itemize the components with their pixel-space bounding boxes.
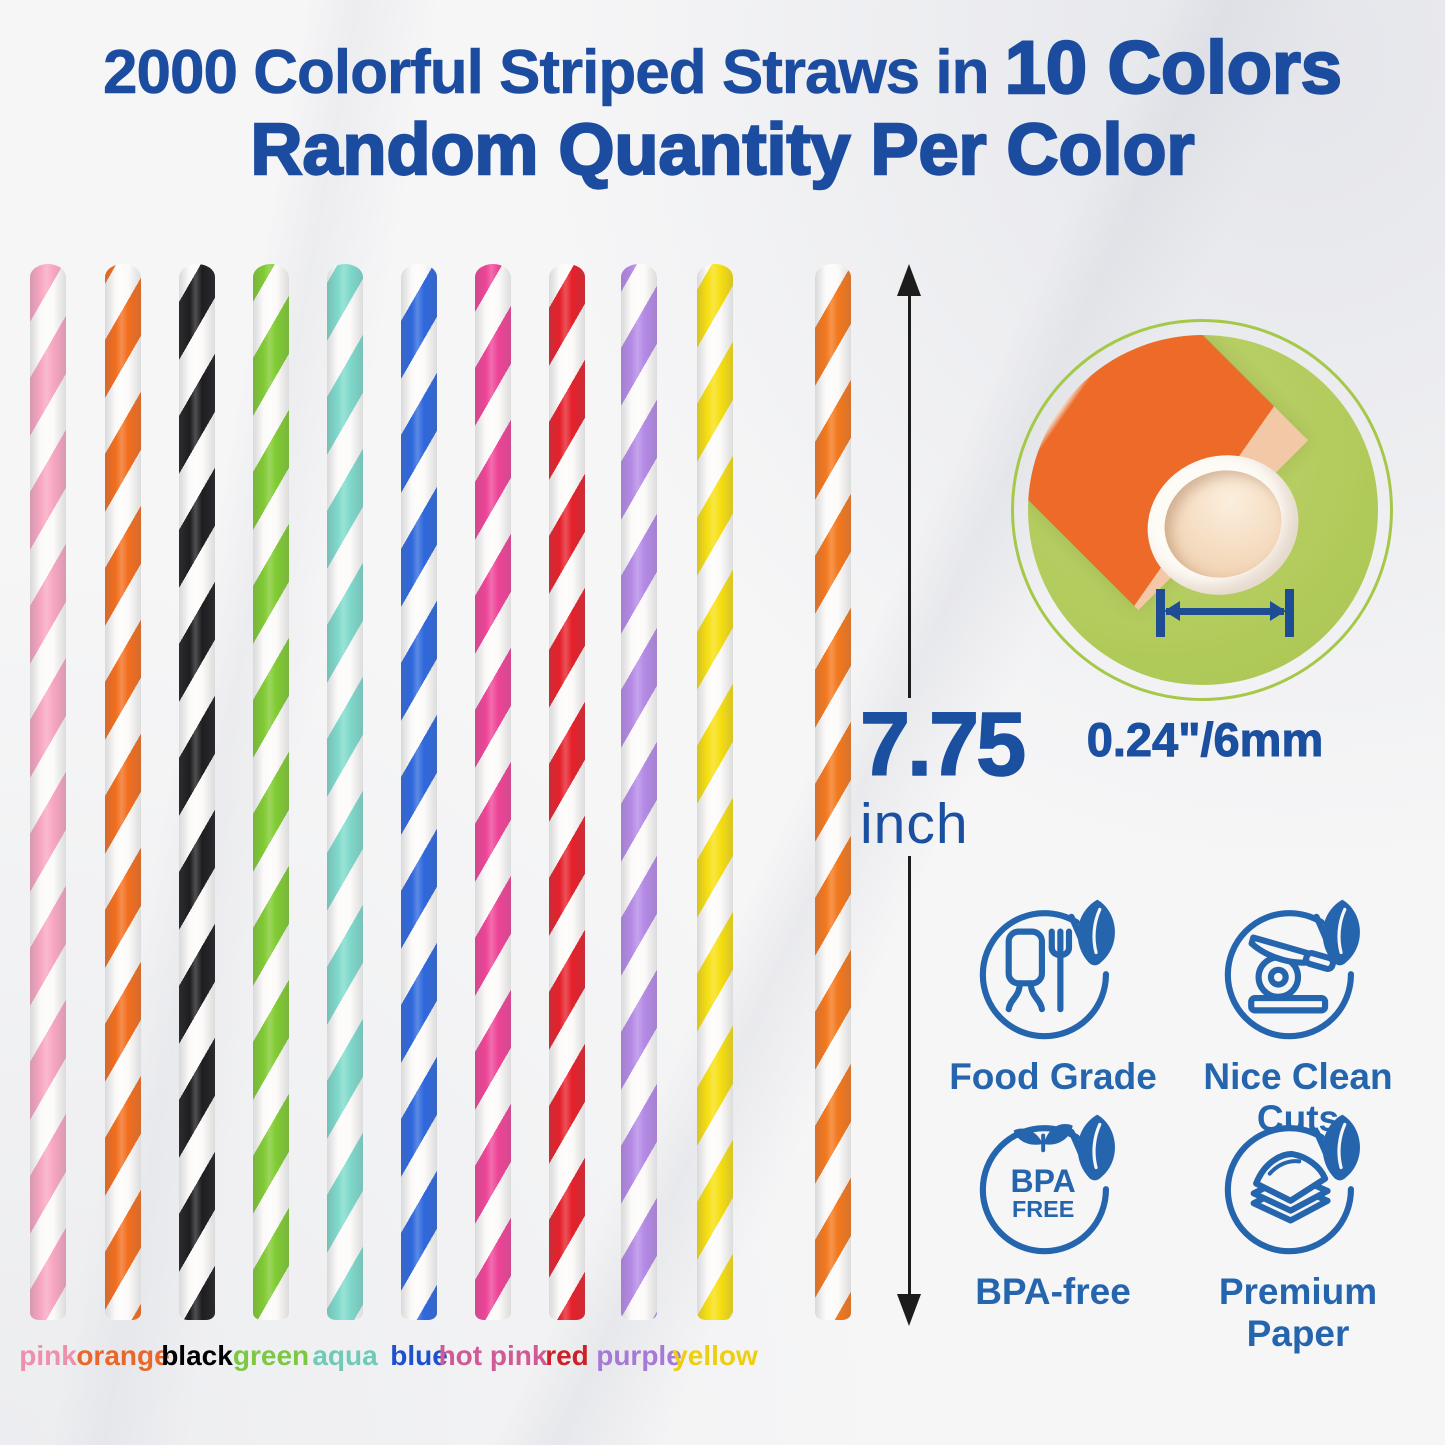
straw-aqua (327, 264, 363, 1320)
inset-outline-ring (1011, 319, 1393, 701)
svg-text:BPA: BPA (1011, 1163, 1076, 1199)
title-line1-prefix: 2000 Colorful Striped Straws in (103, 38, 1005, 107)
straw-green (253, 264, 289, 1320)
feature-label: Premium Paper (1218, 1271, 1378, 1354)
straw-purple (621, 264, 657, 1320)
feature-bpa-free: BPA FREE BPA-free (923, 1106, 1183, 1313)
length-arrow-line-top (908, 292, 911, 698)
color-label-pink: pink (19, 1340, 77, 1371)
clean-cuts-icon (1224, 899, 1360, 1040)
straw-hot-pink (475, 264, 511, 1320)
feature-nice-clean-cuts: Nice Clean Cuts (1168, 891, 1428, 1140)
straw-orange (105, 264, 141, 1320)
diameter-measure-line (1166, 608, 1284, 615)
food-grade-icon (979, 899, 1115, 1040)
feature-label: BPA-free (975, 1271, 1131, 1312)
feature-label: Nice Clean Cuts (1203, 1056, 1393, 1139)
color-label-purple: purple (596, 1340, 682, 1371)
feature-premium-paper: Premium Paper (1168, 1106, 1428, 1355)
diameter-arrow-right-icon (1270, 601, 1286, 621)
title-line1: 2000 Colorful Striped Straws in 10 Color… (0, 28, 1445, 107)
straw-pink (30, 264, 66, 1320)
length-arrow-line-bottom (908, 856, 911, 1298)
color-label-aqua: aqua (312, 1340, 378, 1371)
color-label-hot-pink: hot pink (438, 1340, 548, 1371)
diameter-measure-left-cap (1156, 589, 1165, 637)
length-callout: 7.75 inch (859, 695, 1027, 856)
color-label-yellow: yellow (672, 1340, 758, 1371)
length-unit: inch (860, 792, 969, 856)
feature-food-grade: Food Grade (923, 891, 1183, 1098)
diameter-label: 0.24"/6mm (1086, 713, 1324, 767)
straw-yellow (697, 264, 733, 1320)
page-title: 2000 Colorful Striped Straws in 10 Color… (0, 28, 1445, 190)
straw-blue (401, 264, 437, 1320)
diameter-inset-circle (1028, 335, 1378, 685)
premium-paper-icon (1224, 1114, 1360, 1255)
color-label-black: black (161, 1340, 233, 1371)
svg-text:FREE: FREE (1012, 1196, 1074, 1222)
straw-orange-extra (815, 264, 851, 1320)
bpa-free-icon: BPA FREE (979, 1114, 1115, 1255)
length-arrow-down-icon (897, 1294, 921, 1326)
straw-black (179, 264, 215, 1320)
color-label-blue: blue (390, 1340, 448, 1371)
title-line2: Random Quantity Per Color (249, 109, 1195, 190)
length-value: 7.75 (859, 695, 1027, 795)
straw-red (549, 264, 585, 1320)
color-label-orange: orange (76, 1340, 170, 1371)
diameter-arrow-left-icon (1164, 601, 1180, 621)
feature-label: Food Grade (949, 1056, 1157, 1097)
diameter-measure-right-cap (1285, 589, 1294, 637)
title-line1-highlight: 10 Colors (1004, 26, 1344, 109)
color-label-green: green (232, 1340, 310, 1371)
length-arrow-up-icon (897, 264, 921, 296)
color-label-red: red (545, 1340, 589, 1371)
